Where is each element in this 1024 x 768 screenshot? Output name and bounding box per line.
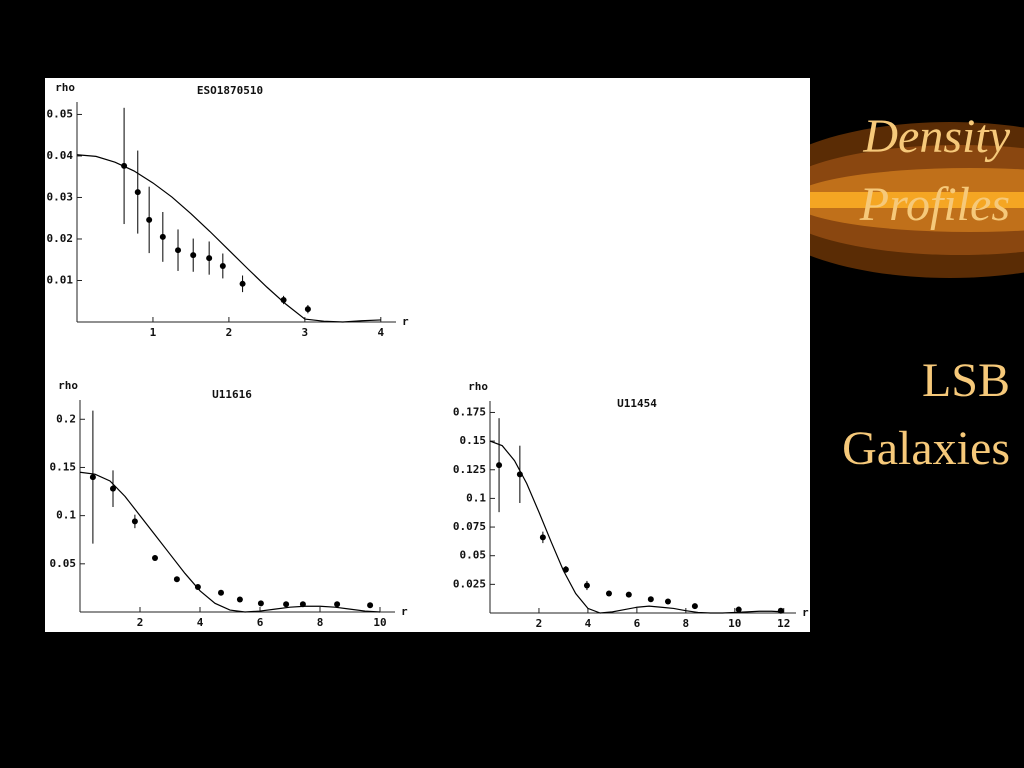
data-point: [173, 576, 180, 583]
x-tick-label: 12: [777, 617, 790, 630]
y-tick-label: 0.15: [460, 434, 487, 447]
data-point: [190, 252, 197, 259]
data-point: [206, 255, 213, 262]
y-tick-label: 0.075: [453, 520, 486, 533]
data-point: [121, 162, 128, 169]
slide-title: Density: [862, 110, 1010, 163]
y-tick-label: 0.04: [47, 149, 74, 162]
model-curve: [489, 440, 784, 614]
x-tick-label: 3: [302, 326, 309, 339]
x-tick-label: 10: [728, 617, 741, 630]
y-tick-label: 0.125: [453, 463, 486, 476]
data-point: [194, 583, 201, 590]
data-point: [134, 189, 141, 196]
chart-title: U11616: [212, 388, 252, 401]
slide-subtitle: Galaxies: [842, 422, 1010, 475]
y-tick-label: 0.01: [47, 273, 74, 286]
y-tick-label: 0.03: [47, 190, 74, 203]
x-tick-label: 10: [373, 616, 386, 629]
data-point: [304, 306, 311, 313]
y-tick-label: 0.05: [460, 549, 487, 562]
chart-title: ESO1870510: [197, 84, 263, 97]
data-point: [280, 297, 287, 303]
data-point: [334, 601, 341, 608]
data-point: [735, 606, 742, 613]
data-point: [236, 596, 243, 603]
data-point: [605, 590, 612, 597]
model-curve: [76, 154, 381, 323]
data-point: [219, 262, 226, 269]
data-point: [539, 534, 546, 541]
model-curve: [79, 471, 381, 613]
x-tick-label: 4: [585, 617, 592, 630]
data-point: [283, 601, 290, 608]
x-tick-label: 8: [683, 617, 690, 630]
data-point: [647, 596, 654, 603]
data-point: [131, 518, 138, 525]
slide-title: Profiles: [859, 178, 1010, 231]
y-tick-label: 0.02: [47, 232, 74, 245]
data-point: [299, 601, 306, 608]
x-tick-label: 4: [197, 616, 204, 629]
data-point: [583, 582, 590, 589]
data-point: [175, 247, 182, 254]
y-axis-label: rho: [58, 379, 78, 392]
x-tick-label: 2: [226, 326, 233, 339]
data-point: [367, 602, 374, 609]
data-point: [239, 280, 246, 287]
y-axis-label: rho: [468, 380, 488, 393]
data-point: [664, 598, 671, 605]
y-tick-label: 0.1: [56, 509, 76, 522]
y-tick-label: 0.025: [453, 577, 486, 590]
data-point: [625, 591, 632, 598]
y-tick-label: 0.175: [453, 405, 486, 418]
x-axis-label: r: [802, 606, 809, 619]
y-tick-label: 0.05: [50, 557, 77, 570]
x-tick-label: 4: [377, 326, 384, 339]
slide-subtitle: LSB: [922, 354, 1010, 407]
data-point: [777, 607, 784, 614]
x-tick-label: 2: [536, 617, 543, 630]
data-point: [152, 555, 158, 562]
data-point: [159, 233, 166, 240]
data-point: [691, 603, 698, 610]
x-axis-label: r: [402, 315, 409, 328]
x-tick-label: 6: [634, 617, 641, 630]
data-point: [218, 589, 224, 596]
data-point: [89, 474, 96, 481]
x-axis-label: r: [401, 605, 408, 618]
x-tick-label: 6: [257, 616, 264, 629]
y-tick-label: 0.1: [466, 491, 486, 504]
y-tick-label: 0.15: [50, 460, 77, 473]
data-point: [257, 600, 264, 607]
x-tick-label: 1: [150, 326, 157, 339]
y-tick-label: 0.2: [56, 412, 76, 425]
data-point: [516, 471, 523, 478]
y-tick-label: 0.05: [47, 107, 74, 120]
decor: [810, 192, 1024, 208]
x-tick-label: 2: [137, 616, 144, 629]
chart-title: U11454: [617, 397, 657, 410]
figure-panel: [45, 78, 810, 632]
data-point: [496, 462, 503, 469]
data-point: [110, 485, 116, 492]
y-axis-label: rho: [55, 81, 75, 94]
data-point: [562, 566, 569, 573]
x-tick-label: 8: [317, 616, 324, 629]
data-point: [146, 216, 153, 223]
